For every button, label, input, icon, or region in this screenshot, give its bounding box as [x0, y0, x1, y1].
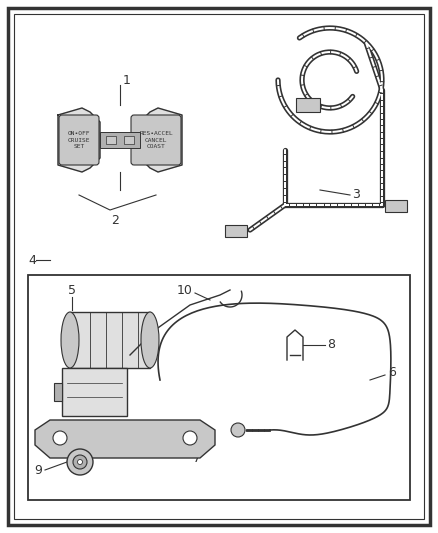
- Bar: [62, 368, 127, 416]
- Bar: [225, 225, 247, 237]
- Text: 9: 9: [34, 464, 42, 477]
- Polygon shape: [140, 108, 182, 172]
- Bar: [28, 275, 410, 500]
- FancyBboxPatch shape: [131, 115, 181, 165]
- Circle shape: [73, 455, 87, 469]
- Bar: [385, 200, 407, 212]
- Bar: [70, 312, 150, 368]
- Text: 6: 6: [388, 367, 396, 379]
- Text: 5: 5: [68, 284, 76, 296]
- Text: 10: 10: [177, 284, 193, 296]
- Text: 8: 8: [327, 338, 335, 351]
- Circle shape: [183, 431, 197, 445]
- Text: 4: 4: [28, 254, 36, 266]
- Text: ON•OFF
CRUISE
SET: ON•OFF CRUISE SET: [68, 131, 90, 149]
- Text: 2: 2: [111, 214, 119, 227]
- Circle shape: [53, 431, 67, 445]
- Bar: [106, 136, 116, 144]
- Ellipse shape: [141, 312, 159, 368]
- Bar: [124, 136, 134, 144]
- Circle shape: [67, 449, 93, 475]
- Bar: [54, 383, 62, 401]
- Text: 3: 3: [352, 189, 360, 201]
- Circle shape: [231, 423, 245, 437]
- Polygon shape: [35, 420, 215, 458]
- Circle shape: [78, 459, 82, 464]
- Bar: [296, 98, 320, 112]
- Polygon shape: [58, 108, 100, 172]
- Bar: [100, 132, 140, 148]
- Text: RES•ACCEL
CANCEL
COAST: RES•ACCEL CANCEL COAST: [139, 131, 173, 149]
- FancyBboxPatch shape: [59, 115, 99, 165]
- Text: 1: 1: [123, 74, 131, 86]
- Ellipse shape: [61, 312, 79, 368]
- Text: 7: 7: [193, 451, 201, 464]
